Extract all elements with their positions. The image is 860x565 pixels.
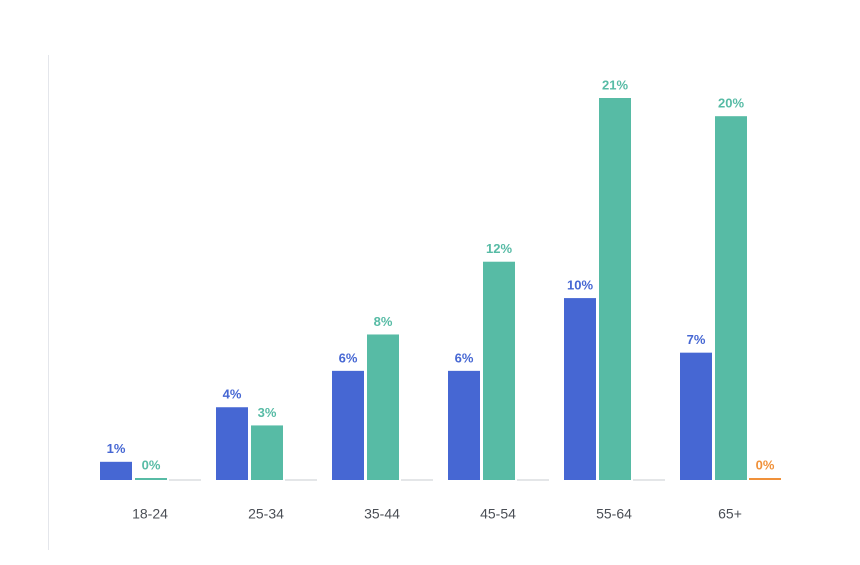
bar	[367, 334, 399, 480]
bar	[749, 478, 781, 480]
bar	[680, 352, 712, 480]
value-label: 6%	[455, 350, 474, 365]
value-label: 21%	[602, 77, 628, 92]
value-label: 3%	[258, 405, 277, 420]
bar	[483, 261, 515, 480]
x-tick-label: 65+	[718, 506, 742, 522]
bar	[599, 98, 631, 480]
bar	[332, 370, 364, 480]
value-label: 4%	[223, 387, 242, 402]
bar	[251, 425, 283, 480]
value-label: 7%	[687, 332, 706, 347]
value-label: 0%	[142, 457, 161, 472]
value-label: 10%	[567, 278, 593, 293]
x-tick-label: 18-24	[132, 506, 168, 522]
value-label: 8%	[374, 314, 393, 329]
bar	[715, 116, 747, 480]
x-tick-label: 35-44	[364, 506, 400, 522]
x-tick-label: 25-34	[248, 506, 284, 522]
bar	[448, 370, 480, 480]
value-label: 12%	[486, 241, 512, 256]
x-tick-label: 45-54	[480, 506, 516, 522]
bar	[564, 298, 596, 480]
bar	[100, 461, 132, 480]
value-label: 1%	[107, 441, 126, 456]
x-tick-label: 55-64	[596, 506, 632, 522]
bar	[216, 407, 248, 480]
value-label: 0%	[756, 457, 775, 472]
value-label: 20%	[718, 96, 744, 111]
bar	[135, 478, 167, 480]
value-label: 6%	[339, 350, 358, 365]
